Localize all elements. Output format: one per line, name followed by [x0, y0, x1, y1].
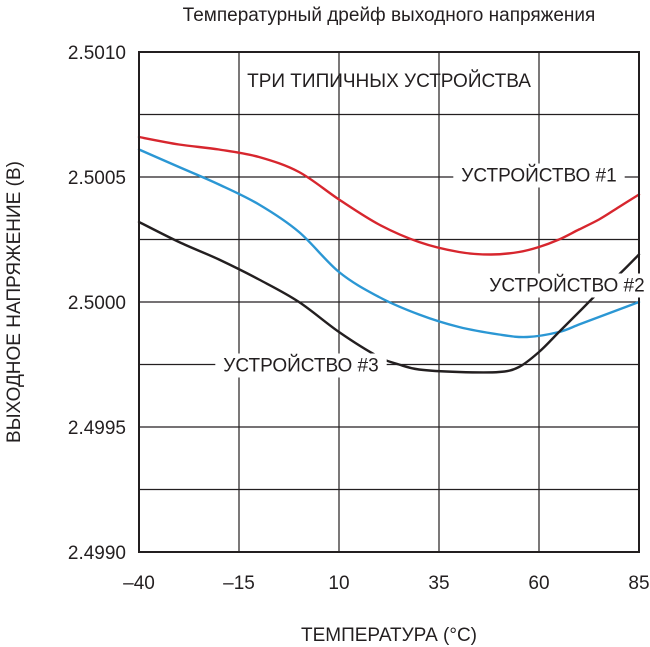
y-tick-label: 2.4995: [68, 418, 126, 439]
series-line-3: [137, 220, 641, 374]
x-tick-label: –40: [123, 573, 155, 594]
x-tick-label: 85: [628, 573, 649, 594]
series-label-1: УСТРОЙСТВО #1: [461, 165, 616, 187]
series-label-background: [453, 163, 625, 188]
series-label-background: [481, 273, 650, 298]
x-axis-label: ТЕМПЕРАТУРА (°C): [301, 625, 477, 646]
x-tick-label: –15: [223, 573, 255, 594]
chart-title: Температурный дрейф выходного напряжения: [183, 5, 596, 26]
y-tick-label: 2.5005: [68, 168, 126, 189]
y-tick-label: 2.4990: [68, 543, 126, 564]
plot-frame: [138, 51, 640, 553]
series-label-background: [215, 353, 387, 378]
y-axis-label: ВЫХОДНОЕ НАПРЯЖЕНИЕ (В): [4, 161, 25, 443]
x-tick-label: 60: [528, 573, 549, 594]
series-line-2: [137, 148, 641, 339]
tick-layer: –40 –15 10 35 60 85 2.4990 2.4995 2.5000 2.5005 2.…: [68, 43, 650, 594]
chart-subtitle: ТРИ ТИПИЧНЫХ УСТРОЙСТВА: [247, 70, 531, 92]
x-tick-label: 35: [428, 573, 449, 594]
series-layer: [137, 135, 641, 374]
x-tick-label: 10: [328, 573, 349, 594]
series-label-2: УСТРОЙСТВО #2: [489, 275, 644, 297]
series-label-3: УСТРОЙСТВО #3: [223, 355, 378, 377]
series-line-1: [137, 135, 641, 256]
y-tick-label: 2.5010: [68, 43, 126, 64]
annotation-layer: ТРИ ТИПИЧНЫХ УСТРОЙСТВА УСТРОЙСТВО #1 УСТ…: [215, 70, 650, 378]
y-tick-label: 2.5000: [68, 293, 126, 314]
